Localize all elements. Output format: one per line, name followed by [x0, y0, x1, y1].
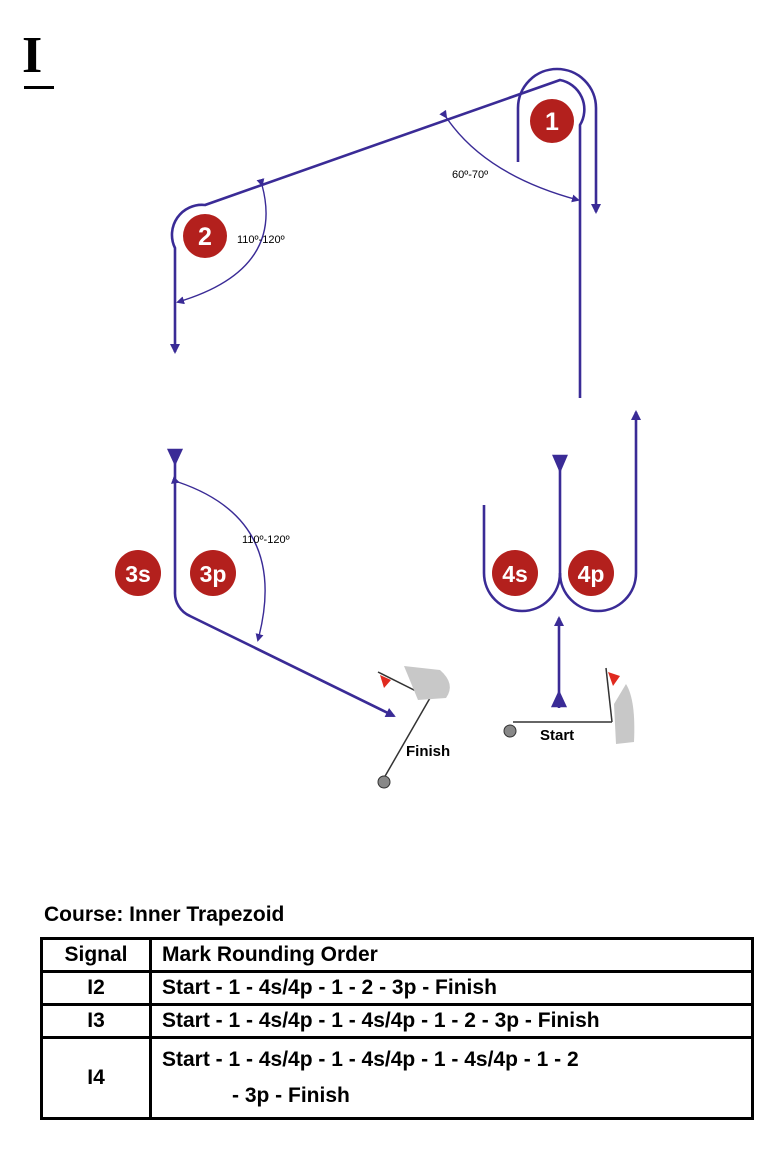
- mark-2-label: 2: [198, 223, 212, 251]
- order-cell-line-2: - 3p - Finish: [232, 1084, 350, 1107]
- start-flag-icon: [608, 672, 620, 686]
- course-diagram: 60º-70º 110º-120º 110º-120º 1 2 3s 3p 4s…: [115, 67, 641, 789]
- mark-3p-label: 3p: [200, 561, 227, 587]
- mark-3p: 3p: [190, 550, 236, 596]
- start-label: Start: [540, 727, 574, 744]
- mark-2: 2: [183, 214, 227, 258]
- rounding-order-table: Signal Mark Rounding Order I2 Start - 1 …: [40, 937, 754, 1120]
- angle-label-mark-2: 110º-120º: [237, 234, 285, 246]
- finish-line: Finish: [377, 666, 450, 789]
- mark-1: 1: [530, 99, 574, 143]
- finish-pin-buoy-icon: [377, 775, 391, 789]
- angle-arc-mark-3: [171, 476, 266, 642]
- start-line: Start: [503, 667, 635, 744]
- mark-1-label: 1: [545, 108, 559, 136]
- table-row: I2 Start - 1 - 4s/4p - 1 - 2 - 3p - Fini…: [40, 970, 754, 1006]
- table-row: I3 Start - 1 - 4s/4p - 1 - 4s/4p - 1 - 2…: [40, 1003, 754, 1039]
- order-cell: Start - 1 - 4s/4p - 1 - 2 - 3p - Finish: [149, 970, 754, 1006]
- mark-3s: 3s: [115, 550, 161, 596]
- course-leg-top: [170, 78, 586, 398]
- order-cell-line-1: Start - 1 - 4s/4p - 1 - 4s/4p - 1 - 4s/4…: [162, 1048, 579, 1071]
- angle-arc-mark-1: [439, 109, 580, 203]
- angle-label-mark-3: 110º-120º: [242, 534, 290, 546]
- column-header-signal: Signal: [40, 937, 152, 973]
- table-header-row: Signal Mark Rounding Order: [40, 937, 754, 973]
- angle-label-mark-1: 60º-70º: [452, 169, 488, 181]
- finish-committee-boat-icon: [404, 666, 450, 700]
- start-pin-buoy-icon: [503, 724, 517, 738]
- signal-cell: I3: [40, 1003, 152, 1039]
- signal-cell: I4: [40, 1036, 152, 1120]
- start-committee-boat-icon: [614, 684, 635, 744]
- mark-4s: 4s: [492, 550, 538, 596]
- start-leg-marker: [550, 689, 568, 708]
- angle-arc-mark-2: [176, 178, 267, 305]
- mark-1-rounding-inner: [516, 67, 601, 214]
- signal-cell: I2: [40, 970, 152, 1006]
- leg-end-marker-left: [166, 448, 184, 467]
- mark-3s-label: 3s: [125, 561, 151, 587]
- course-title: Course: Inner Trapezoid: [44, 903, 285, 926]
- mark-4p-label: 4p: [578, 561, 605, 587]
- order-cell: Start - 1 - 4s/4p - 1 - 4s/4p - 1 - 4s/4…: [149, 1036, 754, 1120]
- course-label-underline: [24, 86, 54, 89]
- finish-flag-icon: [380, 675, 391, 688]
- course-roman-label: I: [22, 27, 43, 84]
- gate-4-entry-marker: [552, 454, 568, 474]
- finish-label: Finish: [406, 743, 450, 760]
- column-header-order: Mark Rounding Order: [149, 937, 754, 973]
- order-cell: Start - 1 - 4s/4p - 1 - 4s/4p - 1 - 2 - …: [149, 1003, 754, 1039]
- table-row: I4 Start - 1 - 4s/4p - 1 - 4s/4p - 1 - 4…: [40, 1036, 754, 1120]
- mark-4s-label: 4s: [502, 561, 528, 587]
- mark-4p: 4p: [568, 550, 614, 596]
